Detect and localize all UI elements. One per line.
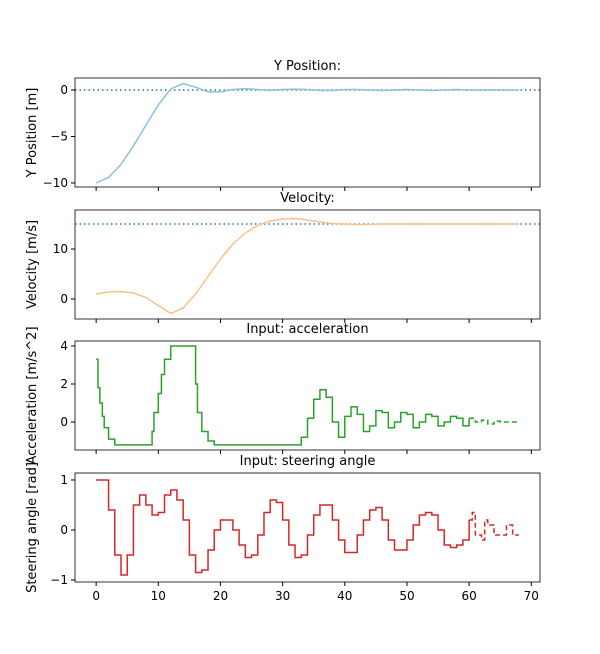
y-tick-label: 1 — [60, 473, 68, 487]
axes-frame — [74, 209, 541, 320]
y-tick-label: 0 — [60, 292, 68, 306]
subplot: Y Position: Y Position [m]−10 −5 0 — [25, 59, 541, 191]
subplot: Input: acceleration Acceleration [m/s^2] 0… — [25, 322, 541, 465]
data-line — [95, 82, 519, 184]
axes-frame — [74, 472, 541, 583]
data-line — [96, 479, 470, 576]
y-tick-label: 4 — [60, 339, 68, 353]
x-tick-label: 60 — [461, 589, 476, 603]
subplot-title: Input: steering angle — [240, 454, 376, 469]
x-tick-label: 0 — [92, 589, 100, 603]
x-tick-label: 30 — [275, 589, 290, 603]
y-tick-label: −10 — [43, 176, 68, 190]
subplot: Velocity: Velocity [m/s] 0 10 — [25, 191, 541, 323]
x-tick-label: 10 — [151, 589, 166, 603]
axes-frame — [74, 77, 541, 188]
y-tick-label: 0 — [60, 415, 68, 429]
y-axis-label: Acceleration [m/s^2] — [25, 326, 40, 464]
data-line — [469, 511, 519, 541]
data-line — [469, 417, 519, 425]
y-axis-label: Steering angle [rad] — [25, 462, 40, 593]
y-tick-label: 0 — [60, 523, 68, 537]
x-tick-label: 20 — [213, 589, 228, 603]
y-tick-label: −5 — [50, 129, 68, 143]
y-tick-label: 0 — [60, 83, 68, 97]
x-tick-label: 40 — [337, 589, 352, 603]
y-tick-label: 2 — [60, 377, 68, 391]
subplot: Input: steering angle Steering angle [rad… — [25, 454, 541, 603]
subplot-title: Velocity: — [280, 191, 334, 206]
data-line — [96, 345, 470, 446]
axes-frame — [74, 340, 541, 451]
subplot-title: Y Position: — [273, 59, 341, 74]
x-tick-label: 70 — [524, 589, 539, 603]
x-tick-label: 50 — [399, 589, 414, 603]
y-axis-label: Y Position [m] — [25, 88, 40, 179]
y-tick-label: 10 — [53, 242, 68, 256]
y-axis-label: Velocity [m/s] — [25, 220, 40, 309]
data-line — [96, 217, 519, 315]
subplot-title: Input: acceleration — [246, 322, 368, 337]
y-tick-label: −1 — [50, 573, 68, 587]
